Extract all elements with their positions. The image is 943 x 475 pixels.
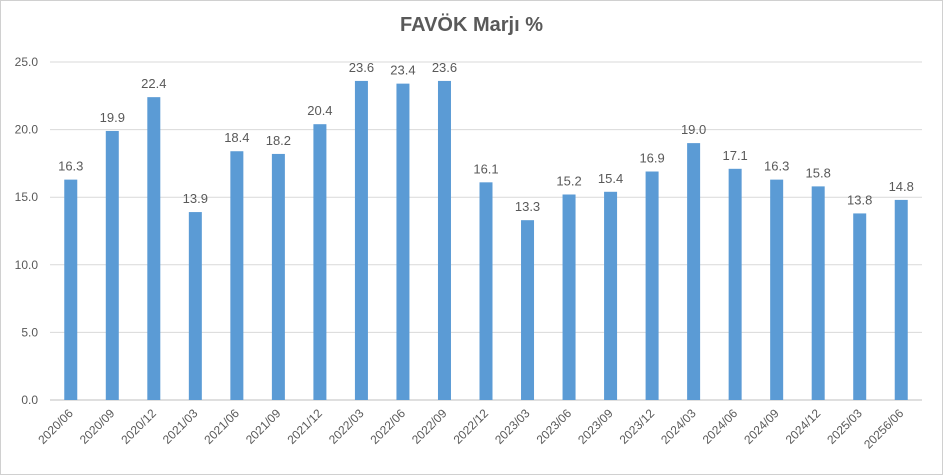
bar [811,186,825,400]
bar [770,179,784,400]
chart-title: FAVÖK Marjı % [400,14,543,36]
bar [354,80,368,400]
data-label: 18.4 [224,130,249,145]
bar [853,213,867,400]
x-tick-label: 2023/12 [617,406,658,447]
x-tick-label: 2022/03 [326,406,367,447]
x-tick-label: 2024/06 [700,406,741,447]
x-tick-label: 2023/09 [575,406,616,447]
bar [645,171,659,400]
data-label: 13.9 [183,191,208,206]
bar [604,191,618,400]
data-label: 13.8 [847,192,872,207]
data-label: 23.6 [349,60,374,75]
bar [894,199,908,400]
x-tick-label: 2020/09 [77,406,118,447]
x-tick-label: 2021/09 [243,406,284,447]
x-tick-label: 2025/03 [824,406,865,447]
data-label: 16.1 [473,161,498,176]
data-label: 15.2 [556,173,581,188]
data-label: 18.2 [266,133,291,148]
data-label: 19.0 [681,122,706,137]
data-label: 13.3 [515,199,540,214]
data-label: 20.4 [307,103,332,118]
x-tick-label: 2024/09 [741,406,782,447]
bar [562,194,576,400]
x-tick-label: 2021/03 [160,406,201,447]
x-tick-label: 2021/12 [284,406,325,447]
x-tick-label: 2022/12 [451,406,492,447]
x-tick-label: 2020/06 [35,406,76,447]
bar [396,83,410,400]
bar [687,143,701,400]
y-tick-label: 5.0 [21,325,38,339]
bar [271,153,285,400]
x-tick-label: 2023/03 [492,406,533,447]
data-label: 15.4 [598,171,623,186]
data-label: 14.8 [889,179,914,194]
x-tick-label: 20256/06 [861,406,907,452]
data-label: 23.4 [390,63,415,78]
bar [64,179,78,400]
y-tick-label: 0.0 [21,393,38,407]
x-tick-label: 2023/06 [534,406,575,447]
data-label: 22.4 [141,76,166,91]
bar [188,212,202,400]
bar [313,124,327,400]
data-label: 16.3 [58,159,83,174]
x-tick-label: 2020/12 [118,406,159,447]
bar [728,168,742,400]
x-tick-label: 2022/06 [367,406,408,447]
data-label: 17.1 [722,148,747,163]
data-label: 15.8 [806,165,831,180]
bar [147,97,161,400]
data-label: 16.3 [764,159,789,174]
x-tick-label: 2024/03 [658,406,699,447]
y-tick-label: 10.0 [15,258,39,272]
x-tick-label: 2022/09 [409,406,450,447]
bar [521,220,535,400]
y-tick-label: 20.0 [15,123,39,137]
data-label: 16.9 [639,151,664,166]
x-tick-label: 2021/06 [201,406,242,447]
bar [105,130,119,400]
data-label: 19.9 [100,110,125,125]
y-tick-label: 25.0 [15,55,39,69]
y-tick-label: 15.0 [15,190,39,204]
bar [479,182,493,400]
bar [230,151,244,400]
x-tick-label: 2024/12 [783,406,824,447]
data-label: 23.6 [432,60,457,75]
bar [437,80,451,400]
